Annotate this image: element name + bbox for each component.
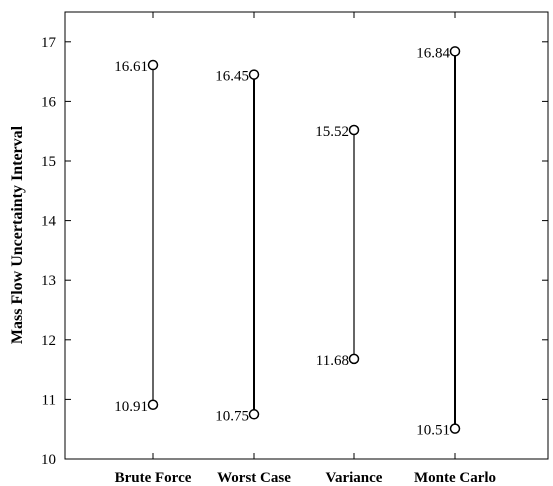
lower-point	[147, 399, 159, 411]
y-tick-label: 10	[41, 452, 56, 468]
upper-value-label: 16.45	[215, 69, 249, 85]
lower-value-label: 11.68	[316, 353, 349, 369]
y-axis: 10 11 12 13 14 15 16 17	[41, 35, 548, 468]
y-axis-title: Mass Flow Uncertainty Interval	[9, 125, 26, 344]
plot-frame	[64, 11, 549, 460]
x-category-label: Variance	[326, 470, 383, 486]
y-tick-label: 17	[41, 35, 57, 51]
lower-point	[449, 423, 461, 434]
upper-value-label: 15.52	[315, 124, 349, 140]
y-tick-label: 13	[41, 273, 56, 289]
interval-series: 16.61 10.91 16.45 10.75 15.52 11.68 16.84 10.51	[114, 45, 461, 439]
x-category-label: Brute Force	[115, 470, 192, 486]
lower-value-label: 10.75	[215, 408, 249, 424]
y-tick-label: 14	[41, 214, 57, 230]
lower-value-label: 10.91	[114, 399, 148, 415]
x-category-label: Worst Case	[217, 470, 291, 486]
lower-point	[348, 353, 360, 365]
upper-point	[248, 69, 260, 80]
upper-point	[348, 124, 360, 136]
x-axis: Brute Force Worst Case Variance Monte Carlo	[115, 12, 496, 486]
lower-value-label: 10.51	[416, 423, 450, 439]
y-tick-label: 12	[41, 333, 56, 349]
y-tick-label: 15	[41, 154, 56, 170]
x-category-label: Monte Carlo	[414, 470, 496, 486]
y-tick-label: 11	[42, 392, 56, 408]
upper-value-label: 16.61	[114, 59, 148, 75]
upper-point	[449, 46, 461, 57]
upper-value-label: 16.84	[416, 45, 450, 61]
upper-point	[147, 59, 159, 71]
y-tick-label: 16	[41, 94, 57, 110]
lower-point	[248, 409, 260, 420]
